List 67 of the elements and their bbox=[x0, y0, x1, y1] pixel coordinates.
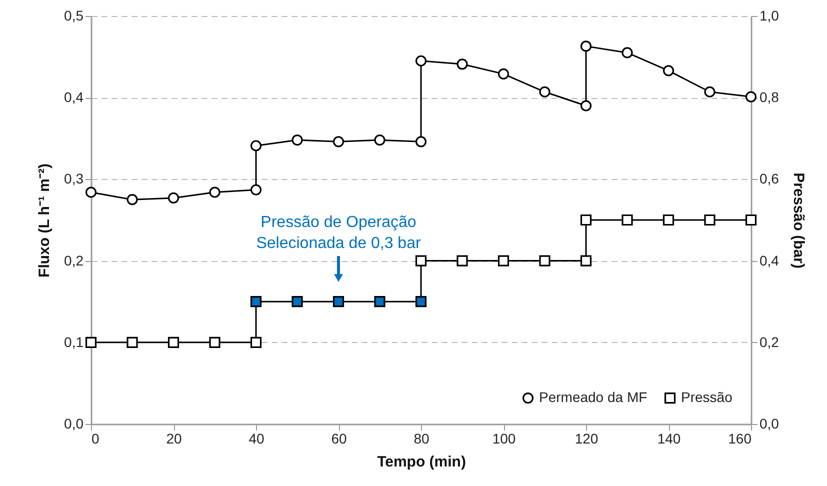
point bbox=[250, 140, 262, 152]
legend-label: Permeado da MF bbox=[539, 389, 648, 406]
x-tick-label: 40 bbox=[248, 430, 264, 446]
y2-tick-label: 0,8 bbox=[760, 89, 780, 106]
point bbox=[580, 255, 592, 266]
point bbox=[580, 100, 592, 112]
point bbox=[85, 336, 97, 348]
point bbox=[250, 296, 262, 308]
y2-tick-label: 0,4 bbox=[760, 252, 780, 268]
point bbox=[704, 86, 716, 98]
x-tick-label: 140 bbox=[657, 430, 681, 446]
point bbox=[456, 255, 468, 266]
point bbox=[374, 134, 386, 146]
point bbox=[539, 255, 550, 266]
point bbox=[209, 186, 220, 198]
point bbox=[126, 336, 138, 348]
y-tick-label: 0,1 bbox=[64, 334, 84, 350]
y-tick-label: 0,2 bbox=[64, 252, 84, 268]
x-tick-label: 20 bbox=[166, 430, 182, 446]
x-tick-label: 60 bbox=[331, 430, 347, 446]
point bbox=[292, 134, 303, 146]
point bbox=[745, 91, 757, 102]
point bbox=[415, 296, 427, 308]
point bbox=[415, 136, 427, 148]
point bbox=[662, 65, 674, 76]
point bbox=[168, 336, 180, 348]
point bbox=[415, 55, 427, 66]
annotation: Pressão de Operação Selecionada de 0,3 bar bbox=[256, 214, 422, 252]
point bbox=[456, 58, 468, 70]
point bbox=[250, 336, 262, 348]
y2-tick-label: 1,0 bbox=[760, 8, 780, 24]
point bbox=[374, 296, 386, 308]
point bbox=[415, 255, 427, 266]
point bbox=[126, 194, 138, 206]
point bbox=[209, 336, 220, 348]
point bbox=[498, 255, 510, 266]
point bbox=[292, 296, 303, 308]
y2-tick-label: 0,6 bbox=[760, 170, 780, 187]
point bbox=[704, 214, 716, 226]
point bbox=[250, 184, 262, 196]
point bbox=[539, 86, 550, 98]
point bbox=[332, 296, 344, 308]
point bbox=[85, 186, 97, 198]
point bbox=[662, 214, 674, 226]
legend-label: Pressão bbox=[681, 389, 733, 406]
point bbox=[622, 214, 633, 226]
point bbox=[580, 214, 592, 226]
x-tick-label: 0 bbox=[92, 430, 100, 446]
point bbox=[745, 214, 757, 226]
y-tick-label: 0,3 bbox=[64, 170, 84, 187]
y-axis-title: Fluxo (L h⁻¹ m⁻²) bbox=[36, 164, 54, 278]
x-tick-label: 100 bbox=[492, 430, 516, 446]
y2-tick-label: 0,2 bbox=[760, 334, 780, 350]
x-tick-label: 80 bbox=[414, 430, 430, 446]
x-axis-title: Tempo (min) bbox=[377, 454, 466, 470]
point bbox=[168, 192, 180, 204]
y-tick-label: 0,4 bbox=[64, 89, 84, 106]
x-tick-label: 120 bbox=[574, 430, 598, 446]
x-tick-label: 160 bbox=[728, 430, 752, 446]
y-tick-label: 0,5 bbox=[64, 8, 84, 24]
point bbox=[580, 40, 592, 52]
point bbox=[622, 47, 633, 58]
y2-tick-label: 0,0 bbox=[760, 416, 780, 432]
y2-axis-title: Pressão (bar) bbox=[790, 172, 807, 268]
point bbox=[332, 136, 344, 148]
y-tick-label: 0,0 bbox=[64, 416, 84, 432]
point bbox=[498, 68, 510, 80]
